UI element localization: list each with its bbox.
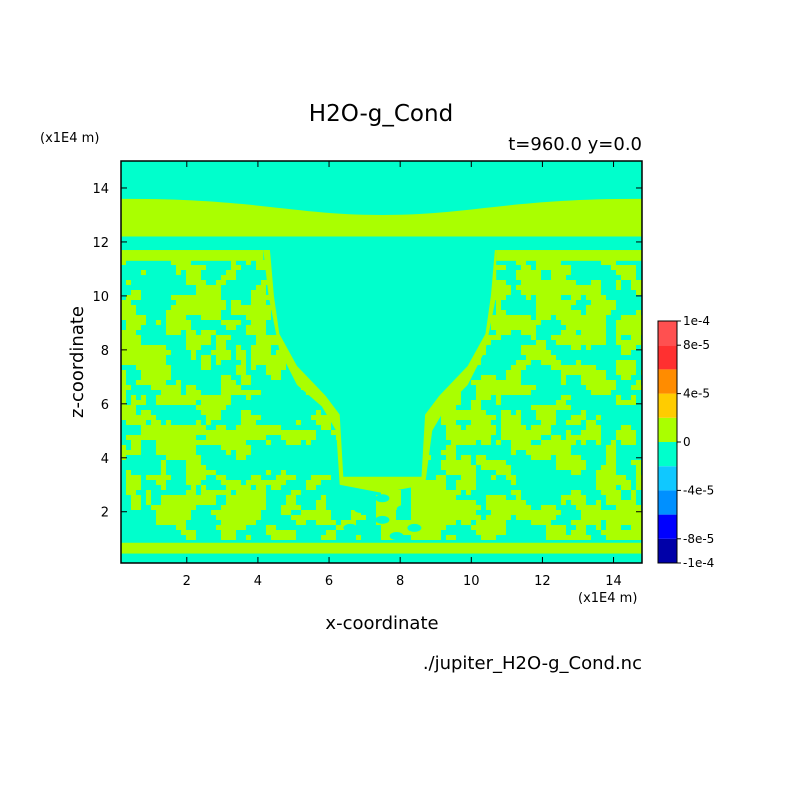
upper-band bbox=[121, 198, 642, 237]
colorbar-tick-label: -1e-4 bbox=[683, 556, 714, 570]
y-tick-label: 8 bbox=[101, 344, 109, 359]
colorbar-tick-label: 1e-4 bbox=[683, 314, 710, 328]
source-filename: ./jupiter_H2O-g_Cond.nc bbox=[423, 653, 642, 674]
x-tick-label: 2 bbox=[183, 574, 191, 589]
y-tick-label: 10 bbox=[92, 290, 109, 305]
colorbar-swatch bbox=[658, 417, 677, 442]
x-tick-label: 10 bbox=[463, 574, 480, 589]
colorbar-swatch bbox=[658, 369, 677, 394]
y-tick-label: 2 bbox=[101, 506, 109, 521]
colorbar-tick-label: -8e-5 bbox=[683, 532, 714, 546]
colorbar-swatch bbox=[658, 514, 677, 539]
colorbar-swatch bbox=[658, 345, 677, 370]
y-tick-label: 12 bbox=[92, 236, 109, 251]
plume-base-mottling bbox=[343, 494, 422, 541]
x-tick-label: 12 bbox=[534, 574, 551, 589]
plot-frame bbox=[120, 160, 643, 564]
colorbar-swatch bbox=[658, 442, 677, 467]
x-axis: 2 4 6 8 10 12 14 bbox=[183, 161, 622, 589]
y-tick-label: 14 bbox=[92, 182, 109, 197]
y-tick-label: 4 bbox=[101, 452, 109, 467]
colorbar-tick-label: 8e-5 bbox=[683, 338, 710, 352]
colorbar: 1e-4 8e-5 4e-5 0 -4e-5 -8e-5 -1e-4 bbox=[657, 314, 714, 570]
colorbar-tick-label: -4e-5 bbox=[683, 483, 714, 497]
bottom-band bbox=[121, 542, 642, 554]
y-unit-label: (x1E4 m) bbox=[40, 131, 99, 146]
x-tick-label: 14 bbox=[605, 574, 622, 589]
heatmap-field bbox=[121, 161, 642, 563]
x-tick-label: 8 bbox=[396, 574, 404, 589]
x-tick-label: 4 bbox=[254, 574, 262, 589]
x-tick-label: 6 bbox=[325, 574, 333, 589]
horizontal-bands bbox=[121, 161, 642, 554]
y-axis-label: z-coordinate bbox=[67, 306, 88, 418]
chart-title: H2O-g_Cond bbox=[309, 101, 453, 127]
x-axis-label: x-coordinate bbox=[325, 613, 438, 634]
colorbar-swatch bbox=[658, 466, 677, 491]
colorbar-swatch bbox=[658, 393, 677, 418]
colorbar-tick-label: 4e-5 bbox=[683, 387, 710, 401]
thin-band-left bbox=[121, 250, 264, 261]
thin-band-right bbox=[496, 250, 642, 261]
upper-band-top-edge bbox=[121, 161, 642, 215]
colorbar-swatch bbox=[658, 490, 677, 515]
chart-subtitle: t=960.0 y=0.0 bbox=[508, 134, 642, 155]
y-axis: 2 4 6 8 10 12 14 bbox=[92, 182, 642, 521]
plume-column bbox=[268, 236, 497, 477]
x-unit-label: (x1E4 m) bbox=[578, 591, 637, 606]
colorbar-swatch bbox=[658, 538, 677, 563]
y-tick-label: 6 bbox=[101, 398, 109, 413]
colorbar-tick-label: 0 bbox=[683, 435, 691, 449]
colorbar-swatch bbox=[658, 321, 677, 346]
